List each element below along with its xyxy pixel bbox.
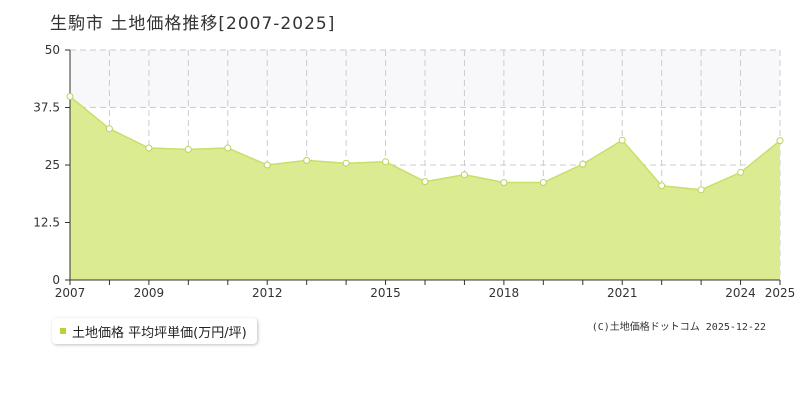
data-point	[737, 168, 745, 176]
copyright-text: (C)土地価格ドットコム 2025-12-22	[591, 322, 766, 333]
legend-marker-icon	[60, 328, 66, 334]
chart-title: 生駒市 土地価格推移[2007-2025]	[50, 14, 336, 34]
data-point	[697, 186, 705, 194]
x-tick-label: 2021	[607, 286, 638, 300]
x-tick-label: 2009	[134, 286, 165, 300]
data-point	[145, 144, 153, 152]
x-tick-label: 2018	[489, 286, 520, 300]
data-point	[579, 160, 587, 168]
y-tick-label: 12.5	[33, 216, 60, 230]
data-point	[66, 93, 74, 100]
legend: 土地価格 平均坪単価(万円/坪)	[52, 318, 257, 344]
x-tick-label: 2015	[370, 286, 401, 300]
data-point	[618, 136, 626, 144]
data-point	[105, 125, 113, 133]
upper-band-shading	[70, 50, 780, 108]
x-tick-label: 2024	[725, 286, 756, 300]
y-tick-label: 50	[45, 43, 60, 57]
x-tick-label: 2012	[252, 286, 283, 300]
tick-labels: 0 12.5 25 37.5 50 2007 2009 2012 2015 2018 2021 202…	[33, 43, 795, 300]
x-tick-label: 2007	[55, 286, 86, 300]
data-point	[224, 144, 232, 152]
y-tick-label: 37.5	[33, 101, 60, 115]
data-point	[500, 179, 508, 186]
data-point	[460, 171, 468, 179]
data-point	[342, 159, 350, 167]
data-point	[382, 158, 390, 166]
data-point	[184, 145, 192, 153]
data-point	[421, 178, 429, 186]
x-tick-label: 2025	[765, 286, 796, 300]
y-tick-label: 0	[52, 273, 60, 287]
data-points	[66, 93, 784, 194]
data-point	[303, 156, 311, 164]
y-tick-label: 25	[45, 158, 60, 172]
data-point	[776, 137, 784, 145]
series-area	[70, 96, 780, 280]
data-point	[263, 161, 271, 169]
data-point	[658, 182, 666, 190]
legend-label: 土地価格 平均坪単価(万円/坪)	[72, 325, 247, 341]
axes	[65, 49, 781, 285]
data-point	[539, 179, 547, 186]
